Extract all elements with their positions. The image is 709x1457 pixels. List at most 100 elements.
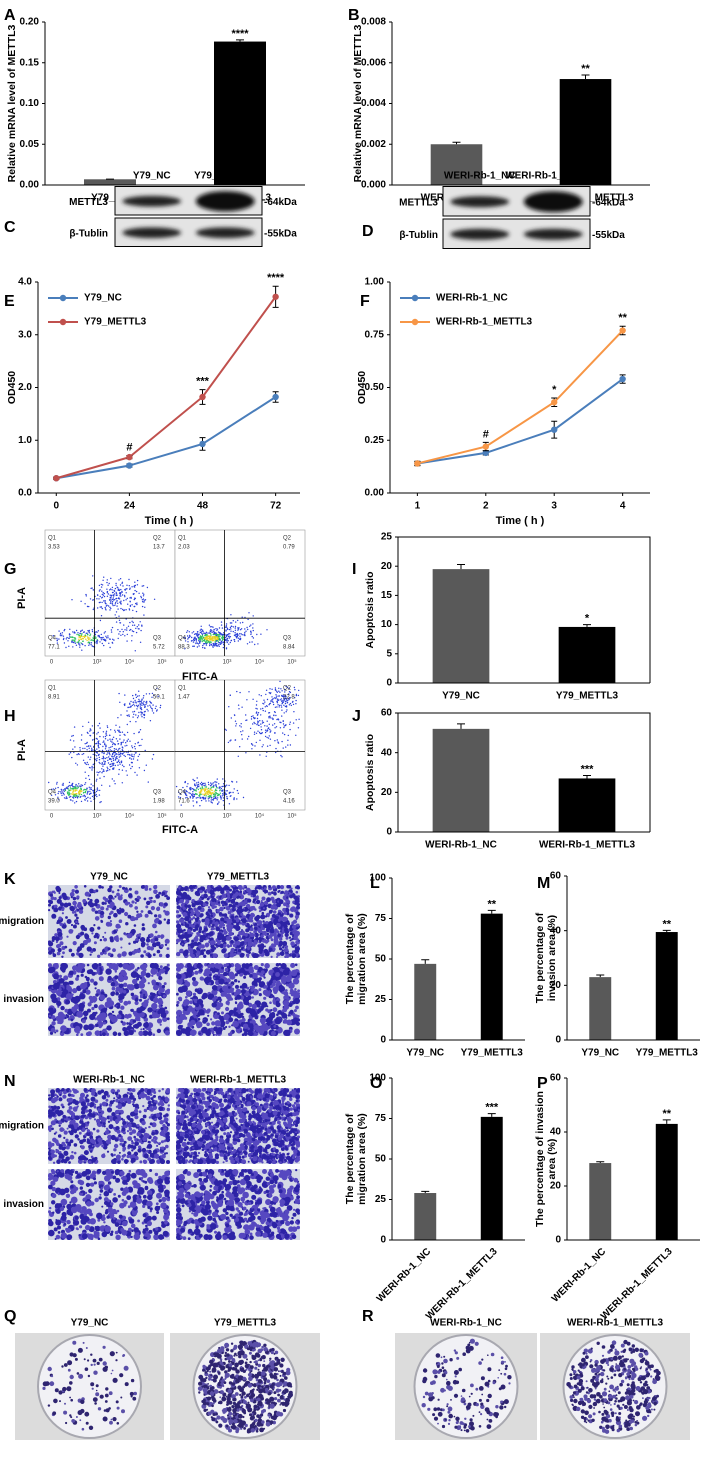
flow-event xyxy=(221,637,223,639)
flow-event xyxy=(285,706,288,708)
cell xyxy=(118,983,124,989)
flow-event xyxy=(141,716,143,718)
tick-text: 1.0 xyxy=(18,435,32,446)
flow-event xyxy=(187,638,189,640)
flow-event xyxy=(152,753,155,756)
flow-event xyxy=(147,710,149,712)
flow-event xyxy=(140,744,142,747)
cell xyxy=(79,982,87,990)
flow-event xyxy=(119,731,122,733)
flow-event xyxy=(104,743,106,746)
flow-event xyxy=(260,708,262,710)
flow-event xyxy=(129,600,131,602)
flow-event xyxy=(118,754,120,756)
flow-event xyxy=(222,636,225,639)
flow-event xyxy=(113,599,116,601)
flow-event xyxy=(241,734,243,736)
cat-text: Y79_NC xyxy=(406,1048,444,1059)
cell xyxy=(133,1024,137,1029)
marker xyxy=(199,393,206,401)
flow-event xyxy=(133,754,135,756)
flow-event xyxy=(98,747,100,749)
flow-event xyxy=(208,787,210,789)
flow-event xyxy=(94,758,96,761)
cell xyxy=(133,924,137,927)
flow-event xyxy=(283,704,285,706)
cell xyxy=(192,916,196,920)
cell xyxy=(107,952,112,956)
cell xyxy=(117,1032,122,1036)
tick-text: 0.006 xyxy=(361,57,386,68)
flow-event xyxy=(102,736,105,738)
flow-event xyxy=(249,727,252,730)
cell xyxy=(207,1014,210,1017)
flow-event xyxy=(111,778,114,780)
flow-event xyxy=(71,639,73,641)
flow-event xyxy=(140,712,142,714)
flow-event xyxy=(130,758,133,760)
cell xyxy=(276,922,281,928)
flow-event xyxy=(124,635,126,637)
flow-event xyxy=(257,643,259,645)
flow-event xyxy=(267,727,269,730)
flow-event xyxy=(232,630,234,633)
small-text: Q1 xyxy=(178,686,187,692)
tick-text: 0.10 xyxy=(20,98,40,109)
cell xyxy=(57,931,63,937)
cell xyxy=(242,948,246,952)
flow-event xyxy=(218,801,220,803)
flow-event xyxy=(275,690,278,692)
cell xyxy=(212,923,215,927)
flow-event xyxy=(131,640,133,642)
flow-event xyxy=(96,641,98,644)
flow-event xyxy=(121,753,124,755)
sig-text: ** xyxy=(618,312,627,324)
bar xyxy=(432,728,490,832)
cell xyxy=(150,906,155,911)
cell xyxy=(143,950,147,954)
flow-event xyxy=(68,753,70,755)
y-axis-label: The percentage of migration area (%) xyxy=(344,913,368,1005)
flow-event xyxy=(88,632,91,634)
flow-event xyxy=(61,794,63,797)
flow-event xyxy=(118,633,120,635)
flow-event xyxy=(78,634,81,637)
cell xyxy=(294,988,297,991)
flow-event xyxy=(235,725,237,727)
flow-event xyxy=(119,622,122,624)
flow-event xyxy=(111,641,114,644)
flow-event xyxy=(143,700,145,703)
cell xyxy=(159,902,164,907)
flow-event xyxy=(127,625,130,627)
flow-event xyxy=(214,642,217,644)
flow-event xyxy=(245,714,247,716)
cell xyxy=(203,954,207,958)
cell xyxy=(128,893,133,898)
flow-event xyxy=(129,720,131,723)
cell xyxy=(212,927,215,930)
flow-event xyxy=(209,788,211,791)
flow-event xyxy=(280,706,283,708)
cell xyxy=(91,971,96,976)
flow-event xyxy=(204,638,207,640)
flow-event xyxy=(201,631,203,633)
y-axis-label-box: OD450 xyxy=(356,371,368,404)
cell xyxy=(237,934,240,937)
cell xyxy=(184,903,188,908)
flow-event xyxy=(69,628,71,630)
flow-event xyxy=(252,629,254,632)
cell xyxy=(156,1018,163,1024)
flow-event xyxy=(189,796,191,798)
flow-event xyxy=(200,784,203,786)
cell xyxy=(254,902,257,905)
cat-text: Y79_METTL3 xyxy=(636,1048,699,1059)
cell xyxy=(50,948,55,953)
flow-event xyxy=(129,605,132,607)
cell xyxy=(59,902,65,907)
cell xyxy=(243,899,248,904)
cell xyxy=(286,904,290,908)
flow-event xyxy=(254,745,256,747)
cell xyxy=(80,1033,84,1036)
cell xyxy=(138,933,142,936)
flow-event xyxy=(256,723,258,726)
